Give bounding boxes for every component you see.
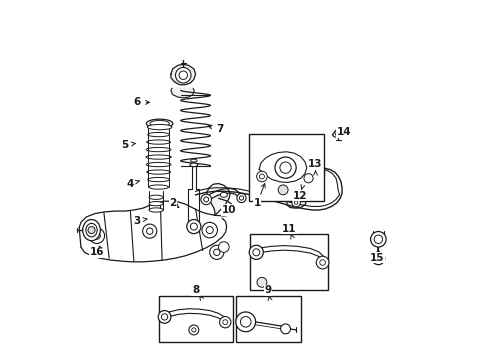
Text: 15: 15 <box>370 253 385 262</box>
Text: 6: 6 <box>134 98 141 107</box>
Circle shape <box>192 328 196 332</box>
Circle shape <box>294 201 298 204</box>
Circle shape <box>241 316 251 327</box>
Bar <box>312 168 322 175</box>
Polygon shape <box>287 197 306 208</box>
Circle shape <box>204 197 209 202</box>
Circle shape <box>316 256 329 269</box>
Bar <box>248 134 324 201</box>
Circle shape <box>147 228 153 234</box>
Ellipse shape <box>147 125 172 130</box>
Text: 10: 10 <box>222 205 236 215</box>
Circle shape <box>179 71 188 80</box>
Circle shape <box>237 193 246 203</box>
Circle shape <box>278 185 288 195</box>
Bar <box>159 296 233 342</box>
Circle shape <box>370 231 386 247</box>
Circle shape <box>257 277 267 287</box>
Ellipse shape <box>150 120 170 127</box>
Circle shape <box>223 320 228 325</box>
Bar <box>236 296 301 342</box>
Bar <box>311 167 324 176</box>
Circle shape <box>202 222 218 238</box>
Text: 3: 3 <box>134 216 141 226</box>
Circle shape <box>220 316 231 328</box>
Ellipse shape <box>220 192 227 197</box>
Circle shape <box>260 174 265 179</box>
Circle shape <box>280 162 291 173</box>
Circle shape <box>320 260 325 265</box>
Circle shape <box>236 312 256 332</box>
Circle shape <box>210 245 224 259</box>
Circle shape <box>374 235 383 243</box>
Polygon shape <box>333 128 345 138</box>
Circle shape <box>304 174 313 183</box>
Polygon shape <box>259 152 307 183</box>
Ellipse shape <box>190 163 198 167</box>
Text: 4: 4 <box>126 179 134 189</box>
Circle shape <box>375 255 382 261</box>
Circle shape <box>201 194 212 205</box>
Ellipse shape <box>149 208 163 212</box>
Text: 14: 14 <box>337 127 351 138</box>
Circle shape <box>189 325 199 335</box>
Circle shape <box>187 220 201 234</box>
Polygon shape <box>171 88 194 98</box>
Circle shape <box>158 311 171 323</box>
Text: 5: 5 <box>122 140 129 150</box>
Ellipse shape <box>149 195 163 199</box>
Text: 13: 13 <box>308 159 323 169</box>
Text: 12: 12 <box>293 191 307 201</box>
Circle shape <box>93 232 100 239</box>
Text: 11: 11 <box>282 224 296 234</box>
Circle shape <box>89 228 104 243</box>
Text: 8: 8 <box>192 285 199 296</box>
Circle shape <box>88 226 95 234</box>
Ellipse shape <box>147 119 173 128</box>
Circle shape <box>143 224 157 238</box>
Text: 2: 2 <box>169 198 176 208</box>
Circle shape <box>275 157 296 178</box>
Circle shape <box>335 129 342 136</box>
Text: 1: 1 <box>254 198 261 208</box>
Circle shape <box>239 196 244 200</box>
Circle shape <box>214 249 220 256</box>
Circle shape <box>372 252 385 265</box>
Circle shape <box>175 67 191 83</box>
Circle shape <box>257 171 267 182</box>
Polygon shape <box>171 64 196 85</box>
Ellipse shape <box>149 202 163 206</box>
Bar <box>250 234 328 290</box>
Text: 16: 16 <box>90 247 104 257</box>
Ellipse shape <box>86 224 97 237</box>
Circle shape <box>253 249 260 256</box>
Circle shape <box>206 226 213 234</box>
Circle shape <box>161 314 168 320</box>
Ellipse shape <box>83 220 100 241</box>
Text: 7: 7 <box>217 124 224 134</box>
Circle shape <box>281 324 291 334</box>
Text: 9: 9 <box>265 285 271 296</box>
Ellipse shape <box>191 159 197 162</box>
Polygon shape <box>207 184 230 215</box>
Circle shape <box>249 245 263 259</box>
Circle shape <box>190 223 197 230</box>
Circle shape <box>292 198 300 207</box>
Circle shape <box>219 242 229 252</box>
